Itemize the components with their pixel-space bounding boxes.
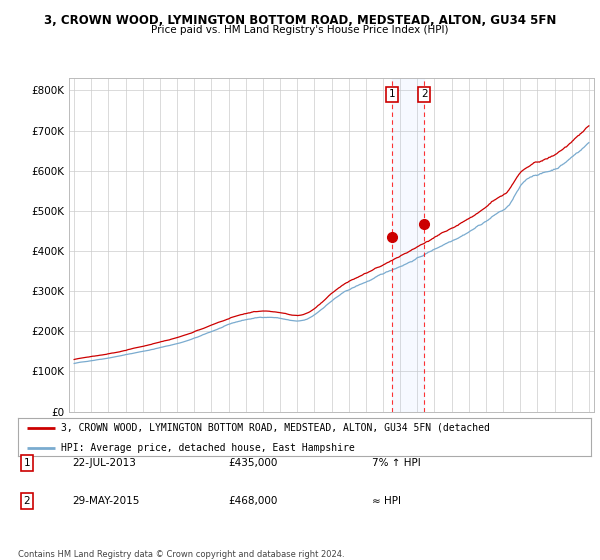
- Text: Contains HM Land Registry data © Crown copyright and database right 2024.
This d: Contains HM Land Registry data © Crown c…: [18, 550, 344, 560]
- Bar: [392, 78, 424, 412]
- Text: 3, CROWN WOOD, LYMINGTON BOTTOM ROAD, MEDSTEAD, ALTON, GU34 5FN: 3, CROWN WOOD, LYMINGTON BOTTOM ROAD, ME…: [44, 14, 556, 27]
- Text: HPI: Average price, detached house, East Hampshire: HPI: Average price, detached house, East…: [61, 443, 355, 453]
- Text: 2: 2: [23, 496, 31, 506]
- Text: ≈ HPI: ≈ HPI: [372, 496, 401, 506]
- Text: £468,000: £468,000: [228, 496, 277, 506]
- Text: 2: 2: [421, 90, 428, 100]
- Text: Price paid vs. HM Land Registry's House Price Index (HPI): Price paid vs. HM Land Registry's House …: [151, 25, 449, 35]
- Text: 29-MAY-2015: 29-MAY-2015: [72, 496, 139, 506]
- Text: £435,000: £435,000: [228, 458, 277, 468]
- Text: 7% ↑ HPI: 7% ↑ HPI: [372, 458, 421, 468]
- Text: 1: 1: [23, 458, 31, 468]
- Text: 22-JUL-2013: 22-JUL-2013: [72, 458, 136, 468]
- Text: 1: 1: [389, 90, 396, 100]
- Text: 3, CROWN WOOD, LYMINGTON BOTTOM ROAD, MEDSTEAD, ALTON, GU34 5FN (detached: 3, CROWN WOOD, LYMINGTON BOTTOM ROAD, ME…: [61, 423, 490, 433]
